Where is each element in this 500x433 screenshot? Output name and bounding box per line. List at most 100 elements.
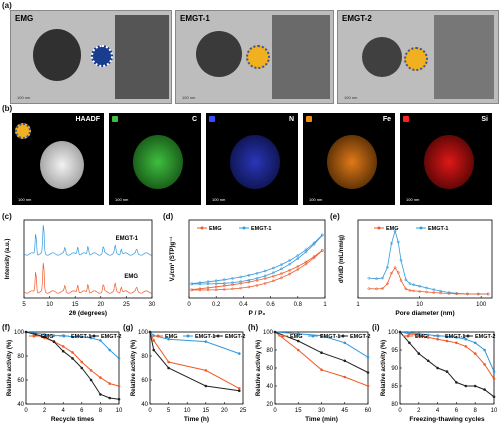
x-axis-label: Pore diameter (nm) bbox=[395, 310, 454, 317]
data-point bbox=[398, 330, 402, 334]
particle bbox=[33, 29, 81, 81]
y-axis-label: dV/dD (mL/nm/g) bbox=[339, 235, 345, 283]
x-tick-label: 0.2 bbox=[212, 302, 221, 308]
zoom-inset bbox=[434, 15, 494, 99]
x-tick-label: 6 bbox=[455, 408, 459, 414]
legend-label: EMGT-1 bbox=[320, 334, 340, 340]
map-label: HAADF bbox=[75, 116, 101, 123]
iron-map: Fe 100 nm bbox=[303, 113, 395, 205]
data-point bbox=[312, 255, 316, 258]
y-tick-label: 40 bbox=[266, 384, 273, 390]
tem-image-emgt1: EMGT-1 100 nm bbox=[175, 10, 334, 104]
x-tick-label: 0.4 bbox=[239, 302, 248, 308]
data-point bbox=[464, 345, 468, 348]
panel-label-h: (h) bbox=[248, 323, 259, 332]
y-axis-label: Relative activity (%) bbox=[131, 340, 137, 396]
data-point bbox=[366, 384, 370, 388]
data-point bbox=[288, 262, 291, 266]
data-point bbox=[417, 352, 421, 355]
series-line bbox=[23, 263, 152, 294]
data-point bbox=[204, 369, 208, 372]
data-point bbox=[343, 375, 347, 379]
silicon-map: Si 100 nm bbox=[400, 113, 492, 205]
legend-marker bbox=[92, 334, 96, 338]
x-tick-label: 0 bbox=[398, 408, 402, 414]
x-tick-label: 15 bbox=[295, 408, 302, 414]
y-tick-label: 90 bbox=[391, 366, 398, 372]
legend-label: EMGT-1 bbox=[428, 226, 448, 232]
data-point bbox=[426, 333, 430, 337]
data-point bbox=[152, 339, 156, 342]
data-point bbox=[43, 333, 46, 336]
legend-label: EMGT-2 bbox=[350, 334, 370, 340]
legend-marker bbox=[436, 334, 440, 338]
x-tick-label: 0 bbox=[24, 408, 28, 414]
carbon-map: C 100 nm bbox=[109, 113, 201, 205]
data-point bbox=[393, 266, 397, 270]
legend-label: EMG bbox=[165, 334, 178, 340]
x-tick-label: 20 bbox=[221, 408, 228, 414]
panel-label-b: (b) bbox=[2, 104, 13, 113]
map-label: Si bbox=[481, 116, 488, 123]
y-tick-label: 80 bbox=[17, 354, 24, 360]
x-tick-label: 30 bbox=[318, 408, 325, 414]
data-point bbox=[117, 357, 121, 360]
legend-marker bbox=[156, 334, 160, 338]
scale-bar-label: 100 nm bbox=[309, 197, 323, 202]
data-point bbox=[167, 360, 170, 364]
scale-bar-label: 100 nm bbox=[18, 197, 32, 202]
x-tick-label: 1 bbox=[356, 302, 360, 308]
y-axis-label: Relative activity (%) bbox=[256, 340, 262, 396]
series-line bbox=[25, 331, 120, 400]
zoom-inset bbox=[272, 15, 330, 99]
data-point bbox=[108, 348, 111, 352]
legend-marker bbox=[419, 226, 423, 230]
data-point bbox=[426, 359, 430, 363]
data-point bbox=[43, 335, 46, 339]
map-label: Fe bbox=[382, 116, 391, 123]
data-point bbox=[455, 341, 458, 345]
plot-frame bbox=[399, 331, 495, 405]
data-point bbox=[288, 259, 291, 262]
legend-label: EMGT-1 bbox=[195, 334, 215, 340]
x-axis-label: Freezing-thawing cycles bbox=[409, 416, 485, 423]
x-tick-label: 100 bbox=[476, 302, 487, 308]
data-point bbox=[296, 257, 300, 260]
data-point bbox=[320, 334, 323, 337]
y-axis-label: Vₐ/cm³ (STP)g⁻¹ bbox=[169, 237, 176, 282]
y-tick-label: 100 bbox=[14, 330, 25, 336]
chart-d-isotherm: 0 0.2 0.4 0.6 0.8 1 EMG EMGT-1 P / P₀ Vₐ/cm³ (STP… bbox=[169, 219, 327, 317]
x-tick-label: 20 bbox=[97, 302, 104, 308]
chart-i-freeze: 0 2 4 6 8 10 80 85 90 95 100 EMG EMGT-1 EMGT-2 Freezin… bbox=[381, 330, 498, 423]
data-point bbox=[483, 363, 486, 366]
y-tick-label: 60 bbox=[266, 366, 273, 372]
data-point bbox=[52, 340, 56, 343]
scale-bar-label: 100 nm bbox=[344, 95, 358, 100]
series-line bbox=[191, 249, 323, 291]
data-point bbox=[237, 352, 241, 355]
data-point bbox=[296, 254, 300, 257]
data-point bbox=[473, 341, 477, 345]
y-tick-label: 95 bbox=[391, 348, 398, 354]
x-tick-label: 0 bbox=[148, 408, 152, 414]
data-point bbox=[320, 351, 323, 354]
data-point bbox=[304, 260, 308, 264]
element-color-chip bbox=[112, 116, 118, 122]
data-point bbox=[99, 339, 102, 342]
series-line bbox=[368, 266, 489, 295]
legend-label: EMGT-1 bbox=[251, 226, 271, 232]
scale-bar-label: 100 nm bbox=[115, 197, 129, 202]
legend-marker bbox=[377, 226, 381, 230]
panel-label-f: (f) bbox=[2, 323, 10, 332]
x-tick-label: 30 bbox=[149, 302, 156, 308]
data-point bbox=[399, 279, 403, 282]
data-point bbox=[148, 330, 152, 334]
x-tick-label: 2 bbox=[43, 408, 47, 414]
series-line bbox=[23, 225, 152, 256]
y-tick-label: 80 bbox=[141, 354, 148, 360]
data-point bbox=[296, 332, 300, 336]
x-axis-label: 2θ (degrees) bbox=[69, 310, 107, 317]
particle bbox=[230, 135, 280, 189]
scale-bar-label: 100 nm bbox=[182, 95, 196, 100]
data-point bbox=[473, 384, 477, 388]
